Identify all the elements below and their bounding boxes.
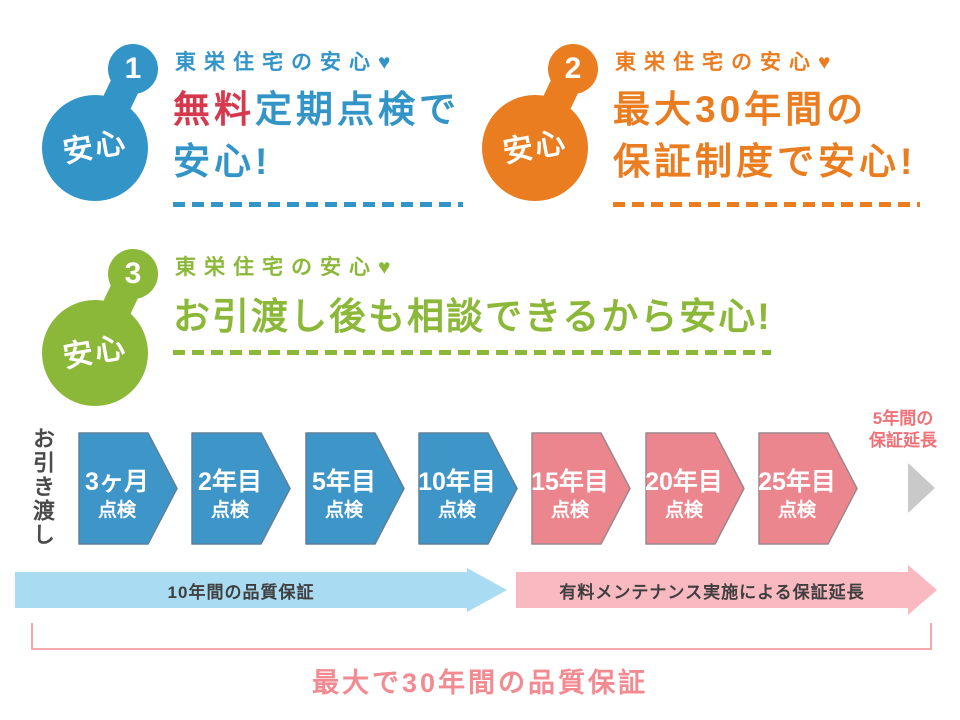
step-year-label: 3ヶ月	[85, 468, 149, 496]
step-inspection-label: 点検	[324, 500, 363, 521]
point3-header: 東栄住宅の安心♥	[175, 251, 398, 281]
badge-number: 3	[124, 257, 142, 290]
anshin-badge-2: 2 安心	[482, 43, 600, 205]
badge-anshin-label: 安心	[60, 330, 130, 375]
paid-maintenance-bar: 有料メンテナンス実施による保証延長	[516, 572, 908, 608]
timeline-continue-arrow-icon	[908, 463, 935, 513]
point2-header-text: 東栄住宅の安心♥	[615, 51, 839, 74]
point1-dashed-underline	[173, 202, 463, 207]
timeline-step-4: 10年目点検	[418, 432, 518, 545]
anshin-badge-1: 1 安心	[42, 43, 160, 205]
step-inspection-label: 点検	[210, 500, 249, 521]
badge-anshin-label: 安心	[60, 125, 130, 170]
badge-number: 2	[564, 52, 582, 85]
step-chevron-shape	[645, 432, 745, 545]
quality-guarantee-bar-label: 10年間の品質保証	[167, 582, 315, 602]
total-guarantee-caption: 最大で30年間の品質保証	[311, 668, 649, 698]
step-chevron-shape	[78, 432, 178, 545]
step-inspection-label: 点検	[437, 500, 476, 521]
step-chevron-shape	[418, 432, 518, 545]
timeline-step-3: 5年目点検	[305, 432, 405, 545]
paid-maintenance-bar-arrowhead	[908, 565, 937, 615]
point1-title-accent: 無料	[173, 89, 255, 130]
step-inspection-label: 点検	[777, 500, 816, 521]
point3-title: お引渡し後も相談できるから安心!	[173, 291, 772, 343]
timeline-step-2: 2年目点検	[191, 432, 291, 545]
extension-note: 5年間の 保証延長	[853, 408, 953, 452]
paid-maintenance-bar-label: 有料メンテナンス実施による保証延長	[559, 582, 865, 602]
total-guarantee-bracket	[31, 623, 932, 650]
anshin-badge-3: 3 安心	[42, 248, 160, 410]
point1-title-line2: 安心!	[173, 141, 272, 182]
step-year-label: 15年目	[531, 468, 609, 496]
step-year-label: 10年目	[418, 468, 496, 496]
point1-header-text: 東栄住宅の安心♥	[175, 51, 399, 74]
extension-note-line1: 5年間の	[872, 409, 934, 428]
extension-note-line2: 保証延長	[869, 431, 937, 450]
point2-dashed-underline	[613, 202, 920, 207]
step-year-label: 20年目	[645, 468, 723, 496]
step-year-label: 5年目	[312, 468, 376, 496]
point3-title-line1: お引渡し後も相談できるから安心!	[173, 296, 772, 337]
badge-number: 1	[124, 52, 142, 85]
timeline-step-5: 15年目点検	[531, 432, 631, 545]
point2-title-line2: 保証制度で安心!	[613, 141, 917, 182]
step-year-label: 2年目	[198, 468, 262, 496]
point1-header: 東栄住宅の安心♥	[175, 46, 398, 76]
point3-dashed-underline	[173, 350, 771, 355]
point1-title: 無料定期点検で 安心!	[173, 84, 460, 188]
timeline-start-label: お引き渡し	[30, 427, 55, 547]
timeline-step-6: 20年目点検	[645, 432, 745, 545]
badge-pin-shape-green	[42, 249, 158, 406]
step-chevron-shape	[191, 432, 291, 545]
quality-guarantee-bar: 10年間の品質保証	[15, 572, 467, 608]
step-chevron-shape	[305, 432, 405, 545]
timeline-step-7: 25年目点検	[758, 432, 858, 545]
point2-header: 東栄住宅の安心♥	[615, 46, 838, 76]
badge-anshin-label: 安心	[500, 125, 570, 170]
badge-pin-shape-orange	[482, 44, 598, 201]
quality-guarantee-bar-arrowhead	[467, 568, 507, 612]
timeline-step-1: 3ヶ月点検	[78, 432, 178, 545]
point2-title: 最大30年間の 保証制度で安心!	[613, 84, 916, 188]
step-inspection-label: 点検	[664, 500, 703, 521]
point1-title-line1: 定期点検で	[255, 89, 460, 130]
step-inspection-label: 点検	[550, 500, 589, 521]
badge-pin-shape-blue	[42, 44, 158, 201]
point2-title-line1: 最大30年間の	[613, 89, 868, 130]
step-chevron-shape	[758, 432, 858, 545]
step-chevron-shape	[531, 432, 631, 545]
step-inspection-label: 点検	[97, 500, 136, 521]
point3-header-text: 東栄住宅の安心♥	[175, 256, 399, 279]
step-year-label: 25年目	[758, 468, 836, 496]
